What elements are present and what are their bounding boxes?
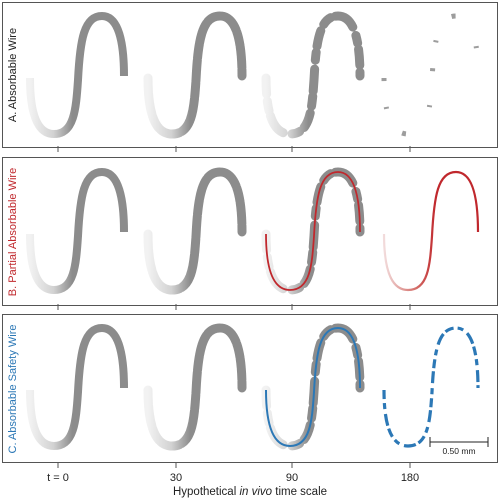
wire-coating <box>26 167 128 295</box>
row-label-absorbable: A. Absorbable Wire <box>7 28 19 122</box>
wire-coating <box>26 323 128 451</box>
wire-partial-t3 <box>382 170 480 292</box>
wire-row-safety <box>26 323 480 451</box>
time-axis: t = 0 30 90 180 Hypothetical in vivo tim… <box>47 472 419 498</box>
wire-core <box>265 326 361 448</box>
wire-coating-rough <box>143 323 247 451</box>
panel-partial: B. Partial Absorbable Wire <box>2 157 498 306</box>
panel-frame <box>2 157 498 306</box>
axis-title-italic: in vivo <box>239 486 272 498</box>
wire-row-absorbable <box>26 11 481 139</box>
axis-title: Hypothetical in vivo time scale <box>173 486 327 498</box>
wire-absorbable-t2 <box>261 11 365 139</box>
wire-coating <box>26 11 128 139</box>
wire-coating-rough <box>143 11 247 139</box>
wire-coating-rough <box>143 167 247 295</box>
scale-bar: 0.50 mm <box>429 437 489 456</box>
wire-safety-t3 <box>382 326 480 448</box>
tick-label-180: 180 <box>401 472 419 484</box>
wire-absorbable-t1 <box>143 11 247 139</box>
row-label-partial: B. Partial Absorbable Wire <box>7 168 19 296</box>
wire-row-partial <box>26 167 480 295</box>
wire-coating-fragmented <box>261 11 365 139</box>
axis-title-part: time scale <box>272 486 327 498</box>
panel-safety: C. Absorbable Safety Wire <box>2 314 498 463</box>
axis-title-part: Hypothetical <box>173 486 239 498</box>
wire-partial-t0 <box>26 167 128 295</box>
wire-safety-t2 <box>261 323 365 451</box>
tick-label-30: 30 <box>170 472 182 484</box>
wire-core <box>382 170 480 292</box>
wire-core <box>382 326 480 448</box>
scale-bar-label: 0.50 mm <box>442 446 475 456</box>
wire-core <box>265 171 361 291</box>
tick-label-t0: t = 0 <box>47 472 69 484</box>
panel-absorbable: A. Absorbable Wire <box>2 2 498 148</box>
axis-ticks <box>57 146 411 468</box>
wire-safety-t0 <box>26 323 128 451</box>
tick-label-90: 90 <box>286 472 298 484</box>
wire-safety-t1 <box>143 323 247 451</box>
row-label-safety: C. Absorbable Safety Wire <box>7 324 19 453</box>
wire-partial-t2 <box>261 167 365 295</box>
wire-partial-t1 <box>143 167 247 295</box>
wire-absorbable-t0 <box>26 11 128 139</box>
